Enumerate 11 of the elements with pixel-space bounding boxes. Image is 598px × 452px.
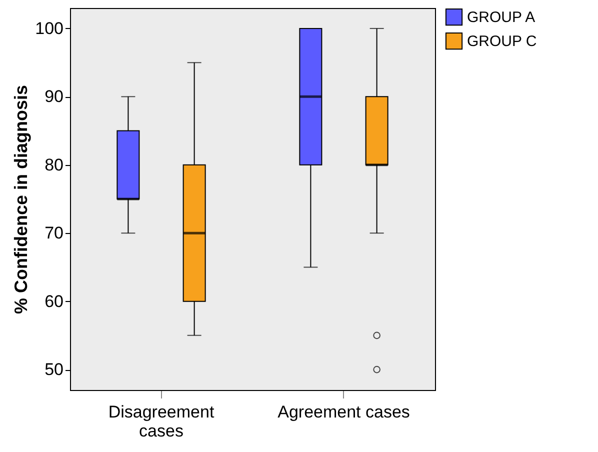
y-tick-label: 70 (44, 224, 64, 243)
y-tick-label: 80 (44, 155, 64, 174)
y-tick-label: 90 (44, 87, 64, 106)
x-tick-label: Disagreement cases (108, 402, 214, 440)
y-tick-label: 100 (35, 18, 64, 38)
legend-label: GROUP C (467, 33, 537, 50)
legend-label: GROUP A (467, 9, 536, 26)
y-axis-title: % Confidence in diagnosis (11, 84, 32, 314)
y-tick-label: 50 (44, 360, 64, 380)
y-tick-label: 60 (44, 292, 64, 311)
x-tick-label: Agreement cases (278, 402, 410, 422)
